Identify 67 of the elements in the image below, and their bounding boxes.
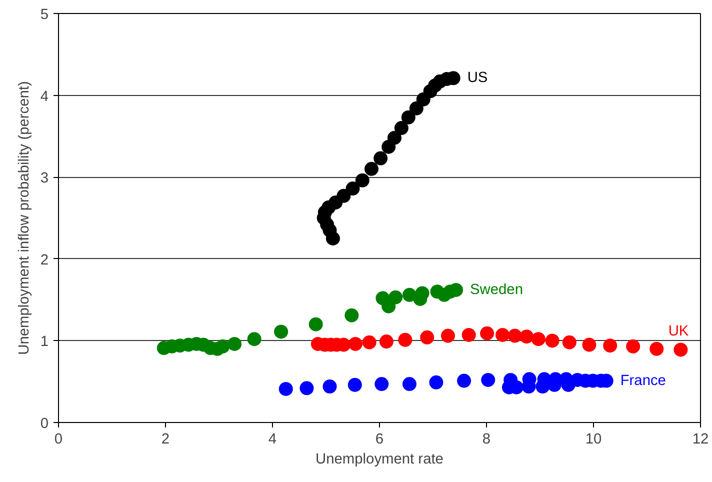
point bbox=[603, 338, 618, 353]
x-tick-label: 6 bbox=[375, 432, 384, 448]
point bbox=[344, 308, 359, 322]
point bbox=[457, 374, 472, 388]
point bbox=[300, 381, 314, 396]
point bbox=[322, 380, 337, 394]
point bbox=[481, 372, 496, 387]
point bbox=[247, 332, 262, 346]
point bbox=[496, 328, 510, 342]
x-axis-title: Unemployment rate bbox=[316, 452, 444, 468]
x-tick-label: 8 bbox=[482, 432, 491, 448]
point bbox=[398, 332, 412, 347]
point bbox=[462, 328, 476, 342]
point bbox=[374, 377, 389, 392]
x-tick-label: 10 bbox=[585, 432, 602, 448]
point bbox=[379, 334, 394, 349]
point bbox=[508, 328, 522, 343]
point bbox=[401, 110, 416, 124]
point bbox=[216, 339, 230, 354]
point bbox=[346, 182, 360, 196]
point bbox=[364, 162, 378, 176]
point bbox=[348, 336, 362, 351]
x-tick-label: 2 bbox=[161, 432, 170, 448]
point bbox=[420, 330, 434, 344]
point bbox=[308, 317, 323, 332]
point bbox=[336, 188, 351, 203]
point bbox=[362, 335, 376, 350]
point bbox=[480, 326, 494, 340]
point bbox=[415, 286, 430, 300]
point bbox=[440, 328, 455, 343]
point bbox=[520, 330, 534, 344]
point bbox=[582, 338, 596, 352]
point bbox=[274, 324, 288, 339]
point bbox=[374, 151, 388, 166]
point bbox=[545, 334, 560, 348]
x-tick-label: 12 bbox=[692, 432, 709, 448]
point bbox=[278, 382, 293, 396]
y-tick-label: 4 bbox=[40, 88, 49, 105]
y-tick-label: 2 bbox=[40, 252, 49, 268]
point bbox=[429, 375, 444, 390]
y-tick-label: 5 bbox=[40, 7, 49, 23]
series-label: UK bbox=[668, 324, 689, 340]
series-label: US bbox=[467, 70, 488, 86]
series-label: France bbox=[620, 372, 666, 389]
point bbox=[626, 339, 640, 354]
y-tick-label: 0 bbox=[40, 416, 49, 432]
point bbox=[650, 342, 664, 356]
x-tick-label: 0 bbox=[54, 432, 63, 448]
x-tick-label: 4 bbox=[268, 432, 277, 448]
point bbox=[355, 173, 370, 188]
y-tick-label: 1 bbox=[40, 334, 49, 350]
point bbox=[394, 121, 408, 136]
y-tick-label: 3 bbox=[40, 170, 49, 187]
point bbox=[562, 335, 576, 350]
point bbox=[388, 290, 403, 304]
point bbox=[531, 332, 546, 346]
point bbox=[402, 377, 416, 392]
point bbox=[348, 378, 362, 392]
point bbox=[402, 288, 416, 302]
point bbox=[228, 336, 242, 351]
point bbox=[382, 299, 396, 314]
point bbox=[449, 282, 464, 297]
series-label: Sweden bbox=[470, 282, 523, 298]
point bbox=[409, 101, 424, 116]
point bbox=[387, 130, 402, 145]
point bbox=[674, 342, 688, 357]
y-axis-title: Unemployment inflow probability (percent) bbox=[16, 81, 32, 355]
